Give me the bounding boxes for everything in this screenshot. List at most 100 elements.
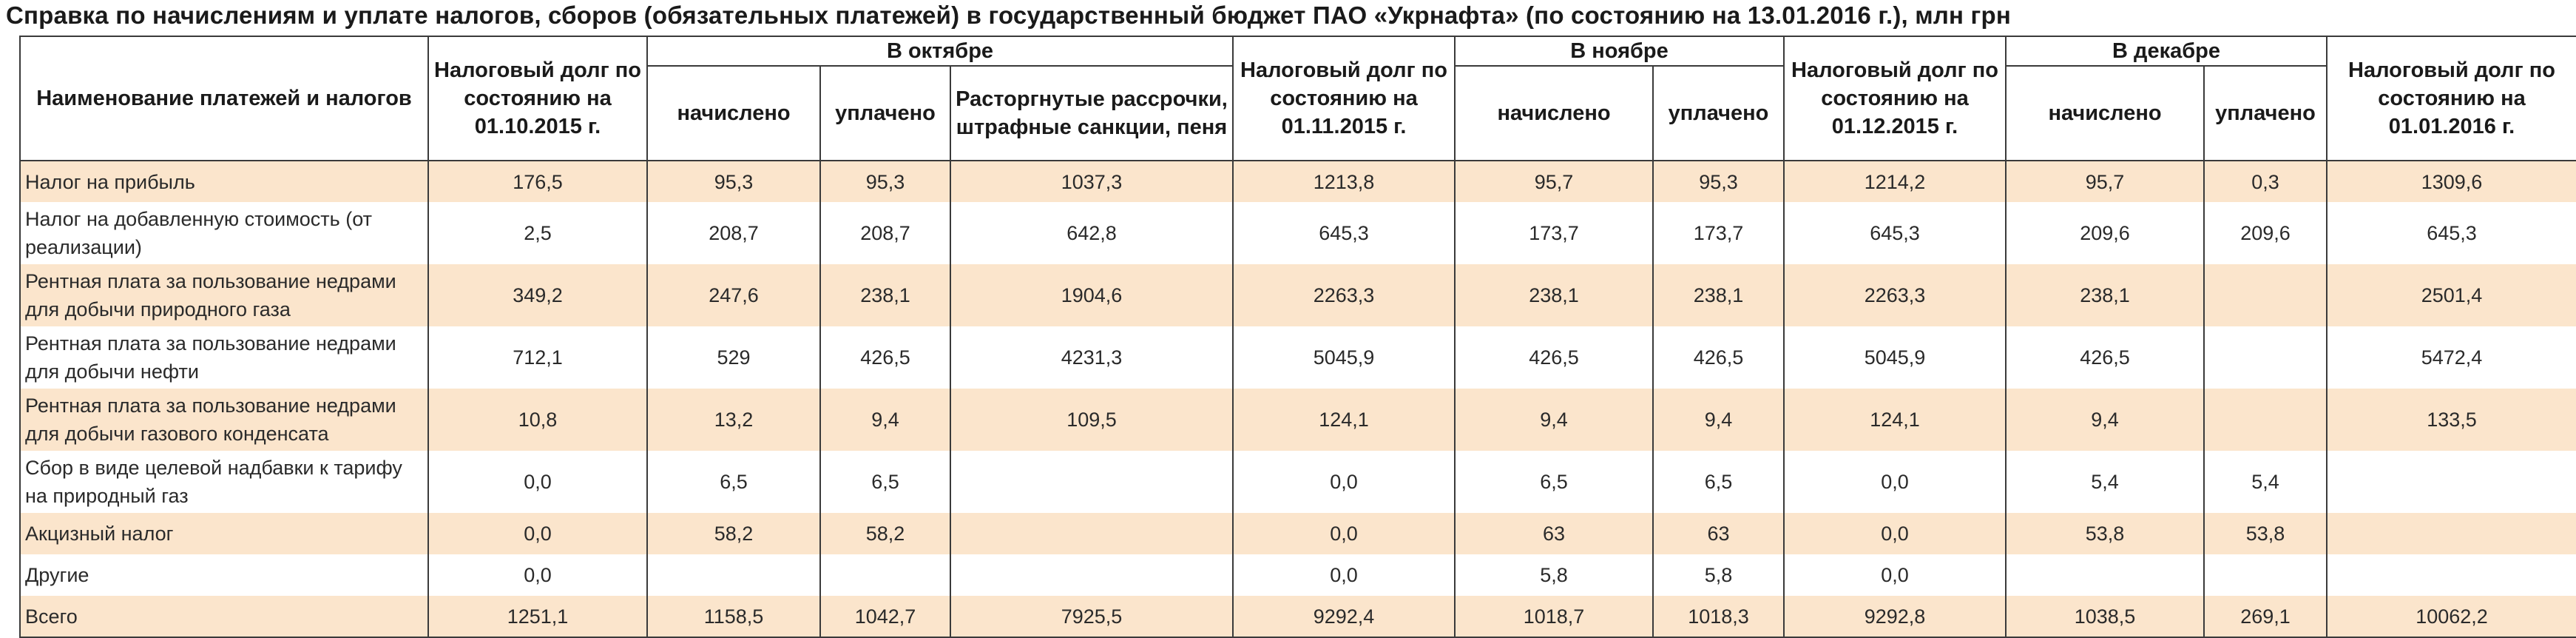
table-row: Налог на прибыль 176,5 95,3 95,3 1037,3 …: [19, 161, 2576, 202]
table-row: Рентная плата за пользование недрами для…: [19, 389, 2576, 451]
row-name: Рентная плата за пользование недрами для…: [19, 264, 429, 326]
cell-dec-accrued: 209,6: [2005, 202, 2205, 264]
table-row: Рентная плата за пользование недрами для…: [19, 264, 2576, 326]
cell-nov-accrued: 6,5: [1454, 451, 1654, 513]
cell-oct-accrued: 58,2: [646, 513, 821, 554]
row-name: Налог на прибыль: [19, 161, 429, 202]
cell-oct-paid: 6,5: [819, 451, 951, 513]
cell-oct-paid: 1042,7: [819, 596, 951, 638]
cell-dec-accrued: 1038,5: [2005, 596, 2205, 638]
cell-debt-jan1: 5472,4: [2326, 326, 2576, 389]
cell-debt-jan1: [2326, 554, 2576, 596]
cell-dec-paid: 209,6: [2203, 202, 2327, 264]
cell-dec-accrued: 426,5: [2005, 326, 2205, 389]
cell-debt-oct1: 712,1: [427, 326, 648, 389]
cell-oct-terminated: [950, 451, 1234, 513]
cell-oct-terminated: [950, 554, 1234, 596]
cell-nov-paid: 63: [1652, 513, 1785, 554]
cell-oct-accrued: 13,2: [646, 389, 821, 451]
cell-debt-nov1: 0,0: [1232, 554, 1456, 596]
cell-oct-accrued: 529: [646, 326, 821, 389]
cell-debt-dec1: 5045,9: [1783, 326, 2007, 389]
row-name: Другие: [19, 554, 429, 596]
cell-oct-terminated: 109,5: [950, 389, 1234, 451]
cell-debt-oct1: 349,2: [427, 264, 648, 326]
cell-dec-paid: [2203, 389, 2327, 451]
header-nov-paid: уплачено: [1652, 65, 1785, 161]
table-row: Другие 0,0 0,0 5,8 5,8 0,0: [19, 554, 2576, 596]
cell-dec-accrued: 5,4: [2005, 451, 2205, 513]
table-row: Рентная плата за пользование недрами для…: [19, 326, 2576, 389]
cell-dec-paid: 53,8: [2203, 513, 2327, 554]
cell-debt-oct1: 2,5: [427, 202, 648, 264]
table-row: Сбор в виде целевой надбавки к тарифу на…: [19, 451, 2576, 513]
row-name: Рентная плата за пользование недрами для…: [19, 326, 429, 389]
cell-dec-paid: 269,1: [2203, 596, 2327, 638]
cell-dec-paid: 0,3: [2203, 161, 2327, 202]
cell-nov-accrued: 238,1: [1454, 264, 1654, 326]
cell-debt-dec1: 1214,2: [1783, 161, 2007, 202]
table-header: Наименование платежей и налогов Налоговы…: [19, 36, 2576, 161]
cell-oct-accrued: 95,3: [646, 161, 821, 202]
cell-nov-paid: 95,3: [1652, 161, 1785, 202]
cell-debt-oct1: 0,0: [427, 513, 648, 554]
cell-nov-accrued: 95,7: [1454, 161, 1654, 202]
cell-debt-oct1: 0,0: [427, 554, 648, 596]
cell-dec-accrued: 9,4: [2005, 389, 2205, 451]
cell-dec-paid: [2203, 264, 2327, 326]
cell-nov-accrued: 426,5: [1454, 326, 1654, 389]
cell-oct-paid: 238,1: [819, 264, 951, 326]
tax-table: Наименование платежей и налогов Налоговы…: [19, 36, 2576, 638]
header-debt-dec1: Налоговый долг по состоянию на 01.12.201…: [1783, 36, 2007, 161]
cell-debt-nov1: 5045,9: [1232, 326, 1456, 389]
cell-nov-accrued: 173,7: [1454, 202, 1654, 264]
cell-oct-accrued: 6,5: [646, 451, 821, 513]
row-name: Всего: [19, 596, 429, 638]
cell-dec-accrued: 95,7: [2005, 161, 2205, 202]
cell-dec-accrued: 53,8: [2005, 513, 2205, 554]
cell-nov-accrued: 1018,7: [1454, 596, 1654, 638]
header-nov-accrued: начислено: [1454, 65, 1654, 161]
header-oct-accrued: начислено: [646, 65, 821, 161]
cell-nov-paid: 1018,3: [1652, 596, 1785, 638]
cell-debt-jan1: 2501,4: [2326, 264, 2576, 326]
cell-oct-paid: 9,4: [819, 389, 951, 451]
row-name: Налог на добавленную стоимость (от реали…: [19, 202, 429, 264]
cell-debt-dec1: 9292,8: [1783, 596, 2007, 638]
cell-dec-paid: 5,4: [2203, 451, 2327, 513]
cell-debt-jan1: [2326, 451, 2576, 513]
row-name: Акцизный налог: [19, 513, 429, 554]
cell-debt-dec1: 0,0: [1783, 554, 2007, 596]
cell-oct-paid: 208,7: [819, 202, 951, 264]
cell-debt-oct1: 10,8: [427, 389, 648, 451]
cell-debt-nov1: 9292,4: [1232, 596, 1456, 638]
header-debt-oct1: Налоговый долг по состоянию на 01.10.201…: [427, 36, 648, 161]
cell-nov-paid: 426,5: [1652, 326, 1785, 389]
page-title: Справка по начислениям и уплате налогов,…: [6, 1, 2011, 29]
cell-debt-dec1: 2263,3: [1783, 264, 2007, 326]
header-dec-accrued: начислено: [2005, 65, 2205, 161]
cell-nov-paid: 238,1: [1652, 264, 1785, 326]
cell-oct-paid: 58,2: [819, 513, 951, 554]
cell-nov-paid: 173,7: [1652, 202, 1785, 264]
cell-debt-nov1: 1213,8: [1232, 161, 1456, 202]
cell-debt-oct1: 0,0: [427, 451, 648, 513]
cell-debt-nov1: 0,0: [1232, 451, 1456, 513]
cell-debt-jan1: 10062,2: [2326, 596, 2576, 638]
cell-debt-dec1: 124,1: [1783, 389, 2007, 451]
cell-debt-jan1: 645,3: [2326, 202, 2576, 264]
header-oct-paid: уплачено: [819, 65, 951, 161]
cell-oct-terminated: 4231,3: [950, 326, 1234, 389]
cell-debt-oct1: 176,5: [427, 161, 648, 202]
cell-debt-dec1: 645,3: [1783, 202, 2007, 264]
cell-debt-nov1: 645,3: [1232, 202, 1456, 264]
cell-debt-oct1: 1251,1: [427, 596, 648, 638]
cell-oct-accrued: 247,6: [646, 264, 821, 326]
header-dec-paid: уплачено: [2203, 65, 2327, 161]
header-oct-terminated: Расторгнутые рассрочки, штрафные санкции…: [950, 65, 1234, 161]
cell-debt-jan1: [2326, 513, 2576, 554]
cell-nov-accrued: 5,8: [1454, 554, 1654, 596]
cell-oct-paid: 95,3: [819, 161, 951, 202]
cell-oct-paid: 426,5: [819, 326, 951, 389]
cell-debt-nov1: 2263,3: [1232, 264, 1456, 326]
